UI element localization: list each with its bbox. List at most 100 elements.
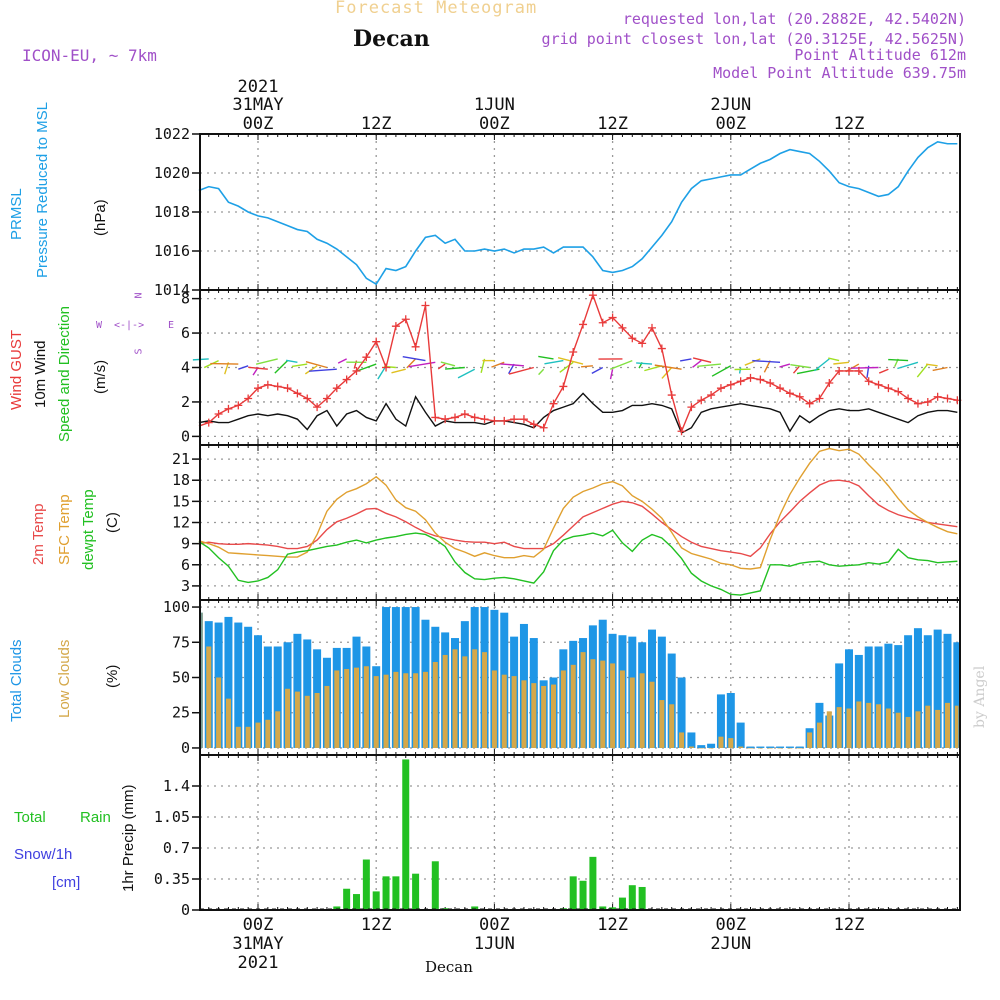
wind-direction-arrow (255, 358, 278, 365)
wind-direction-arrow (391, 368, 406, 374)
gust-marker (785, 389, 794, 398)
gust-marker (273, 382, 282, 391)
gust-marker (313, 403, 322, 412)
wind-direction-arrow (491, 361, 505, 368)
gust-marker (667, 391, 676, 400)
low-clouds-bar (491, 670, 497, 748)
point-altitude: Point Altitude 612m (794, 46, 966, 64)
wind-direction-arrow (932, 366, 948, 372)
gust-marker (441, 415, 450, 424)
low-clouds-bar (216, 677, 222, 748)
low-clouds-bar (816, 722, 822, 748)
gust-marker (943, 394, 952, 403)
wind-direction-arrow (814, 358, 830, 372)
low-clouds-bar (521, 680, 527, 748)
total-clouds-bar (785, 746, 794, 748)
wind-direction-arrow (692, 357, 712, 364)
gust-marker (874, 380, 883, 389)
location-title: Decan (353, 26, 430, 52)
gust-marker (421, 301, 430, 310)
low-clouds-bar (413, 673, 419, 748)
gust-marker (716, 384, 725, 393)
low-clouds-bar (600, 660, 606, 748)
wind-direction-arrow (828, 357, 840, 362)
wind-direction-arrow (304, 365, 318, 375)
gust-marker (322, 394, 331, 403)
low-clouds-bar (580, 652, 586, 748)
bottom-time-label: 12Z (834, 915, 865, 935)
bottom-time-label: 2021 (238, 953, 279, 973)
total-clouds-bar (913, 628, 922, 748)
low-clouds-bar (511, 676, 517, 748)
total-clouds-bar (776, 746, 785, 748)
top-time-label: 12Z (597, 114, 628, 134)
wind-direction-arrow (609, 359, 633, 370)
wind-direction-arrow (591, 366, 604, 374)
gust-marker (244, 394, 253, 403)
wind-direction-arrow (878, 368, 889, 374)
low-clouds-bar (403, 673, 409, 748)
total-clouds-bar (864, 646, 873, 748)
low-clouds-bar (748, 747, 753, 749)
wind-direction-arrow (763, 360, 771, 373)
model-label: ICON-EU, ~ 7km (22, 46, 157, 65)
faint-title: Forecast Meteogram (335, 0, 538, 18)
y-tick-label: 0 (181, 901, 190, 919)
wind-direction-arrow (833, 361, 850, 365)
snow-label: Snow/1h (14, 846, 73, 863)
gust-marker (382, 363, 391, 372)
wind-speed-line (198, 392, 958, 434)
low-clouds-bar (304, 695, 310, 748)
total-clouds-bar (766, 746, 775, 748)
low-clouds-bar (422, 671, 428, 748)
low-clouds-bar (629, 677, 635, 748)
low-clouds-bar (885, 708, 891, 748)
wind-direction-arrow (581, 365, 593, 368)
wind-direction-arrow (508, 366, 534, 375)
gust-marker (864, 377, 873, 386)
low-clouds-bar (235, 726, 241, 748)
low-clouds-bar (442, 654, 448, 748)
low-clouds-bar (275, 711, 281, 748)
low-clouds-bar (551, 684, 556, 748)
gust-line (198, 293, 958, 434)
gust-marker (736, 377, 745, 386)
low-clouds-bar (245, 726, 251, 748)
gust-marker (766, 379, 775, 387)
low-clouds-bar (560, 670, 566, 748)
rain-bar (362, 859, 370, 910)
top-time-label: 31MAY (232, 95, 283, 115)
wind-direction-arrow (305, 361, 328, 369)
y-tick-label: 100 (163, 598, 190, 616)
gust-marker (697, 396, 706, 405)
gust-marker (588, 291, 597, 300)
low-clouds-bar (610, 663, 616, 748)
gust-marker (490, 416, 499, 425)
y-tick-label: 12 (172, 514, 190, 532)
total-clouds-bar (657, 636, 666, 748)
total-clouds-bar (904, 635, 913, 748)
wind-direction-arrow (925, 363, 938, 367)
total-clouds-bar (254, 635, 262, 748)
low-clouds-bar (639, 673, 645, 748)
y-tick-label: 25 (172, 704, 190, 722)
total-clouds-bar (845, 649, 853, 748)
gust-marker (825, 379, 834, 387)
total-clouds-bar (795, 746, 804, 748)
low-clouds-bar (708, 747, 714, 749)
gust-marker (480, 415, 489, 424)
gust-marker (894, 387, 903, 396)
bottom-time-label: 31MAY (232, 934, 283, 954)
y-tick-label: 1020 (154, 164, 190, 182)
low-clouds-bar (669, 704, 675, 748)
gust-marker (707, 391, 716, 400)
dewpt-line (198, 529, 958, 596)
low-clouds-bar (344, 669, 350, 748)
bottom-time-label: 12Z (597, 915, 628, 935)
low-clouds-bar (363, 666, 369, 748)
low-clouds-bar (698, 747, 704, 749)
low-clouds-bar (777, 747, 783, 749)
gust-marker (451, 413, 459, 422)
gust-marker (224, 404, 233, 413)
gust-marker (510, 415, 519, 424)
